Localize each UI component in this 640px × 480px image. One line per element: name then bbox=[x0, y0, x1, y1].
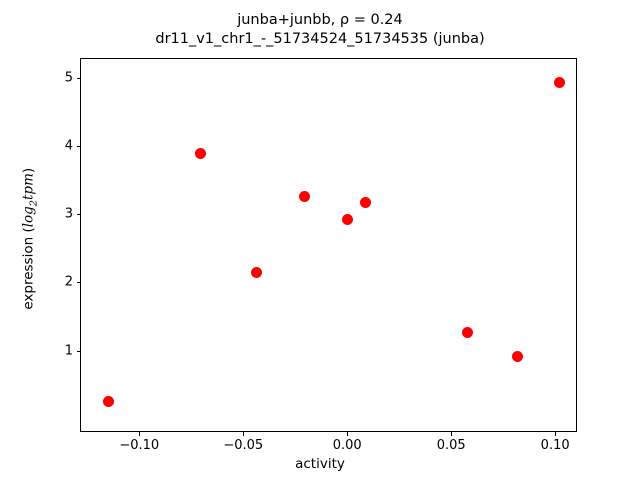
data-point bbox=[461, 326, 473, 338]
y-axis-label: expression (log2tpm) bbox=[5, 60, 56, 434]
y-tick-label: 3 bbox=[64, 206, 73, 222]
x-tick-mark bbox=[347, 432, 349, 436]
y-axis-label-math-tpm: tpm bbox=[20, 173, 37, 200]
x-tick-mark bbox=[139, 432, 141, 436]
chart-title-line-2: dr11_v1_chr1_-_51734524_51734535 (junba) bbox=[155, 31, 485, 47]
x-tick-mark bbox=[243, 432, 245, 436]
x-tick-label: 0.00 bbox=[332, 438, 362, 453]
data-point bbox=[250, 266, 262, 278]
y-tick-mark bbox=[76, 77, 80, 79]
x-tick-label: −0.05 bbox=[223, 438, 264, 453]
data-point bbox=[553, 77, 565, 89]
y-tick-label: 5 bbox=[64, 70, 73, 86]
data-point bbox=[194, 147, 206, 159]
data-point bbox=[298, 190, 310, 202]
y-tick-label: 2 bbox=[64, 274, 73, 290]
y-tick-label: 1 bbox=[64, 343, 73, 359]
plot-axes bbox=[80, 58, 577, 432]
y-tick-mark bbox=[76, 214, 80, 216]
data-point bbox=[342, 214, 354, 226]
y-axis-label-prefix: expression ( bbox=[20, 227, 37, 310]
y-axis-label-math-log: log bbox=[20, 206, 37, 228]
x-tick-label: 0.10 bbox=[540, 438, 570, 453]
x-tick-mark bbox=[555, 432, 557, 436]
y-tick-mark bbox=[76, 282, 80, 284]
data-point bbox=[359, 197, 371, 209]
data-point bbox=[511, 350, 523, 362]
y-axis-label-suffix: ) bbox=[20, 167, 37, 174]
x-tick-label: 0.05 bbox=[436, 438, 466, 453]
x-axis-label: activity bbox=[295, 456, 345, 472]
y-tick-mark bbox=[76, 350, 80, 352]
plot-data-area bbox=[81, 59, 576, 431]
x-tick-mark bbox=[451, 432, 453, 436]
y-axis-label-math-sub: 2 bbox=[28, 200, 40, 207]
y-tick-label: 4 bbox=[64, 138, 73, 154]
chart-title: junba+junbb, ρ = 0.24 dr11_v1_chr1_-_517… bbox=[0, 11, 640, 49]
chart-title-line-1: junba+junbb, ρ = 0.24 bbox=[237, 12, 403, 28]
x-tick-label: −0.10 bbox=[119, 438, 160, 453]
y-tick-mark bbox=[76, 145, 80, 147]
data-point bbox=[102, 395, 114, 407]
